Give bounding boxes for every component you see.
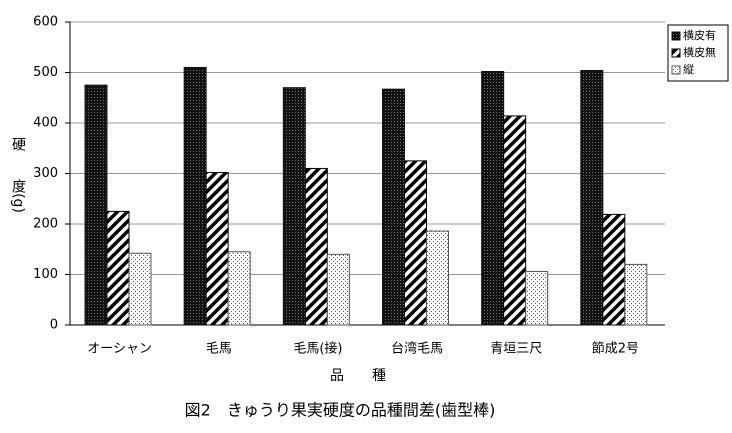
bar	[128, 252, 152, 326]
legend-swatch	[671, 65, 681, 75]
bar	[84, 84, 108, 326]
bar	[183, 66, 207, 326]
bar	[503, 115, 527, 326]
bar	[624, 263, 648, 326]
y-tick-label: 600	[33, 15, 58, 30]
bar	[282, 87, 306, 326]
x-tick-label: 台湾毛馬	[391, 341, 443, 357]
y-tick-label: 0	[50, 318, 58, 333]
x-axis-title: 品 種	[330, 368, 386, 384]
legend-label: 縦	[683, 63, 694, 76]
bar	[525, 270, 549, 326]
bar	[304, 167, 328, 326]
x-tick-label: 毛馬	[206, 342, 232, 357]
x-tick-label: オーシャン	[87, 342, 152, 357]
y-tick-label: 400	[33, 116, 58, 131]
y-tick-label: 100	[33, 267, 58, 282]
x-tick-label: 毛馬(接)	[293, 341, 342, 357]
bar	[205, 171, 229, 326]
y-tick-label: 500	[33, 65, 58, 80]
bar	[404, 160, 427, 326]
bar	[326, 253, 350, 326]
x-tick-label: 節成2号	[592, 342, 639, 357]
bar	[227, 251, 251, 326]
bar	[481, 70, 505, 326]
legend-swatch	[671, 48, 681, 58]
legend-label: 横皮有	[683, 28, 716, 42]
caption: 図2 きゅうり果実硬度の品種間差(歯型棒)	[185, 401, 496, 420]
legend-label: 横皮無	[683, 45, 716, 59]
x-tick-label: 青垣三尺	[490, 342, 542, 357]
bar	[426, 230, 449, 326]
bar	[106, 210, 130, 326]
legend-swatch	[671, 31, 681, 41]
bar	[602, 213, 626, 326]
y-tick-label: 300	[33, 166, 58, 181]
bar	[580, 69, 604, 326]
bar	[382, 88, 405, 326]
y-axis-title: 硬 度(g)	[10, 137, 26, 213]
y-tick-label: 200	[33, 217, 58, 232]
